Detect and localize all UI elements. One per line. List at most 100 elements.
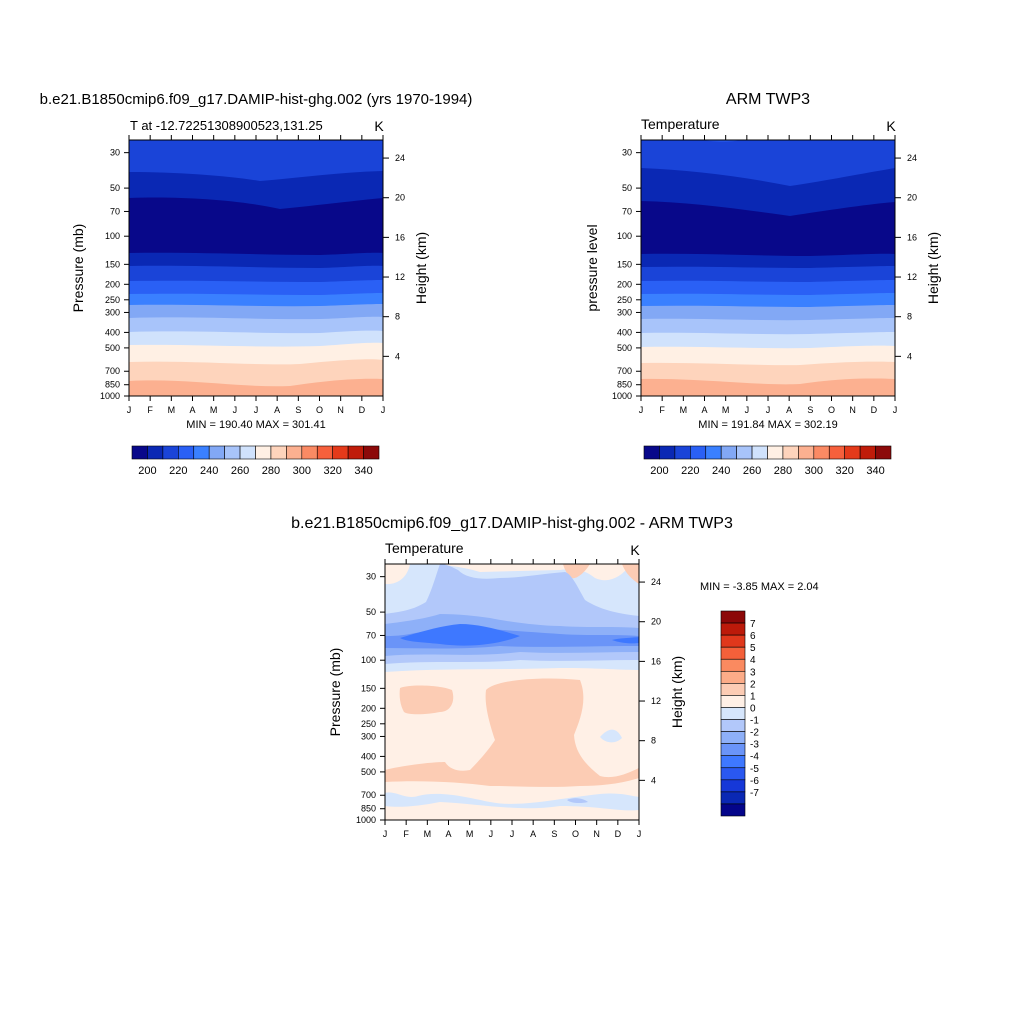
x-tick-label: J [254,405,259,415]
y-tick-label: 150 [105,259,120,269]
colorbar: 200 220 240 260 280 300 320 340 [643,445,892,477]
x-tick-label: M [424,829,432,839]
colorbar-swatch [720,695,746,708]
x-tick-label: N [849,405,856,415]
y-tick-label: 50 [110,183,120,193]
colorbar-label: 4 [750,655,756,666]
x-tick-label: A [445,829,451,839]
height-tick-label: 12 [651,696,661,706]
y-tick-label: 300 [105,307,120,317]
axes: J F M A M J J A S O N D J 30 50 70 100 150 200 250 300 400 500… [356,559,661,839]
right-axis-label: Height (km) [669,656,685,728]
colorbar-swatch [720,767,746,781]
height-tick-label: 16 [395,232,405,242]
contour-band [385,678,639,787]
x-tick-label: O [828,405,835,415]
y-tick-label: 30 [110,148,120,158]
colorbar-swatch [720,658,746,672]
x-tick-label: F [659,405,665,415]
colorbar-swatch [270,445,287,460]
height-tick-label: 8 [395,312,400,322]
colorbar-label: 340 [354,465,372,477]
colorbar-swatch [286,445,303,460]
colorbar-swatch [659,445,676,460]
colorbar-swatch [720,646,746,660]
y-tick-label: 850 [617,380,632,390]
panel-left-label: Temperature [385,540,464,556]
colorbar-swatch [720,719,746,732]
colorbar-label: 0 [750,703,756,714]
y-tick-label: 500 [617,343,632,353]
contour-band [385,564,410,585]
colorbar: 200 220 240 260 280 300 320 340 [131,445,380,477]
y-tick-label: 70 [366,630,376,640]
colorbar-swatch [767,445,784,460]
x-tick-label: J [639,405,644,415]
right-axis-label: Height (km) [413,232,429,304]
x-tick-label: S [807,405,813,415]
x-tick-label: A [530,829,536,839]
colorbar-swatch [720,670,746,684]
colorbar-swatch [332,445,349,460]
colorbar-swatch [131,445,148,460]
y-tick-label: 30 [366,572,376,582]
colorbar-swatch [347,445,364,460]
units-label: K [630,542,640,558]
colorbar-swatch [208,445,225,460]
x-tick-label: J [233,405,238,415]
axes: J F M A M J J A S O N D J 30 50 70 100 150 200 250 300 400 500… [100,135,405,415]
height-tick-label: 16 [651,656,661,666]
colorbar-swatch [705,445,722,460]
colorbar-label: 200 [650,465,668,477]
colorbar-label: 300 [805,465,823,477]
colorbar-label: 220 [169,465,187,477]
contour-band [129,140,383,181]
colorbar-swatch [813,445,830,460]
x-tick-label: N [593,829,600,839]
units-label: K [374,118,384,134]
x-tick-label: M [168,405,176,415]
colorbar-label: 2 [750,679,756,690]
axes: J F M A M J J A S O N D J 30 50 70 100 150 200 250 300 400 500… [612,135,917,415]
colorbar-label: 240 [712,465,730,477]
contour-band [399,685,454,715]
min-max-stats: MIN = 191.84 MAX = 302.19 [698,419,837,431]
colorbar-swatch [193,445,210,460]
y-tick-label: 700 [361,790,376,800]
x-tick-label: J [489,829,494,839]
contour-band [385,792,639,811]
height-tick-label: 16 [907,232,917,242]
x-tick-label: J [127,405,132,415]
model-temperature-panel: b.e21.B1850cmip6.f09_g17.DAMIP-hist-ghg.… [40,91,473,477]
x-tick-label: J [766,405,771,415]
y-axis-label: pressure level [584,224,600,311]
height-tick-label: 24 [651,577,661,587]
x-tick-label: N [337,405,344,415]
height-tick-label: 12 [907,272,917,282]
y-tick-label: 850 [105,380,120,390]
colorbar-label: 6 [750,631,756,642]
colorbar-swatch [720,731,746,744]
y-tick-label: 100 [617,231,632,241]
panel-title: b.e21.B1850cmip6.f09_g17.DAMIP-hist-ghg.… [40,91,473,108]
y-tick-label: 50 [366,607,376,617]
x-tick-label: S [295,405,301,415]
panel-title: ARM TWP3 [726,91,810,108]
y-tick-label: 30 [622,148,632,158]
colorbar-swatch [720,803,746,817]
colorbar-swatch [782,445,799,460]
y-tick-label: 400 [361,751,376,761]
colorbar-label: -1 [750,716,759,727]
y-tick-label: 400 [617,327,632,337]
colorbar-label: -7 [750,788,759,799]
y-tick-label: 100 [361,655,376,665]
colorbar-label: 7 [750,619,756,630]
right-axis-label: Height (km) [925,232,941,304]
colorbar-swatch [859,445,876,460]
colorbar-swatch [844,445,861,460]
x-tick-label: M [466,829,474,839]
contour-band [400,624,520,646]
colorbar-label: 220 [681,465,699,477]
y-tick-label: 250 [105,295,120,305]
